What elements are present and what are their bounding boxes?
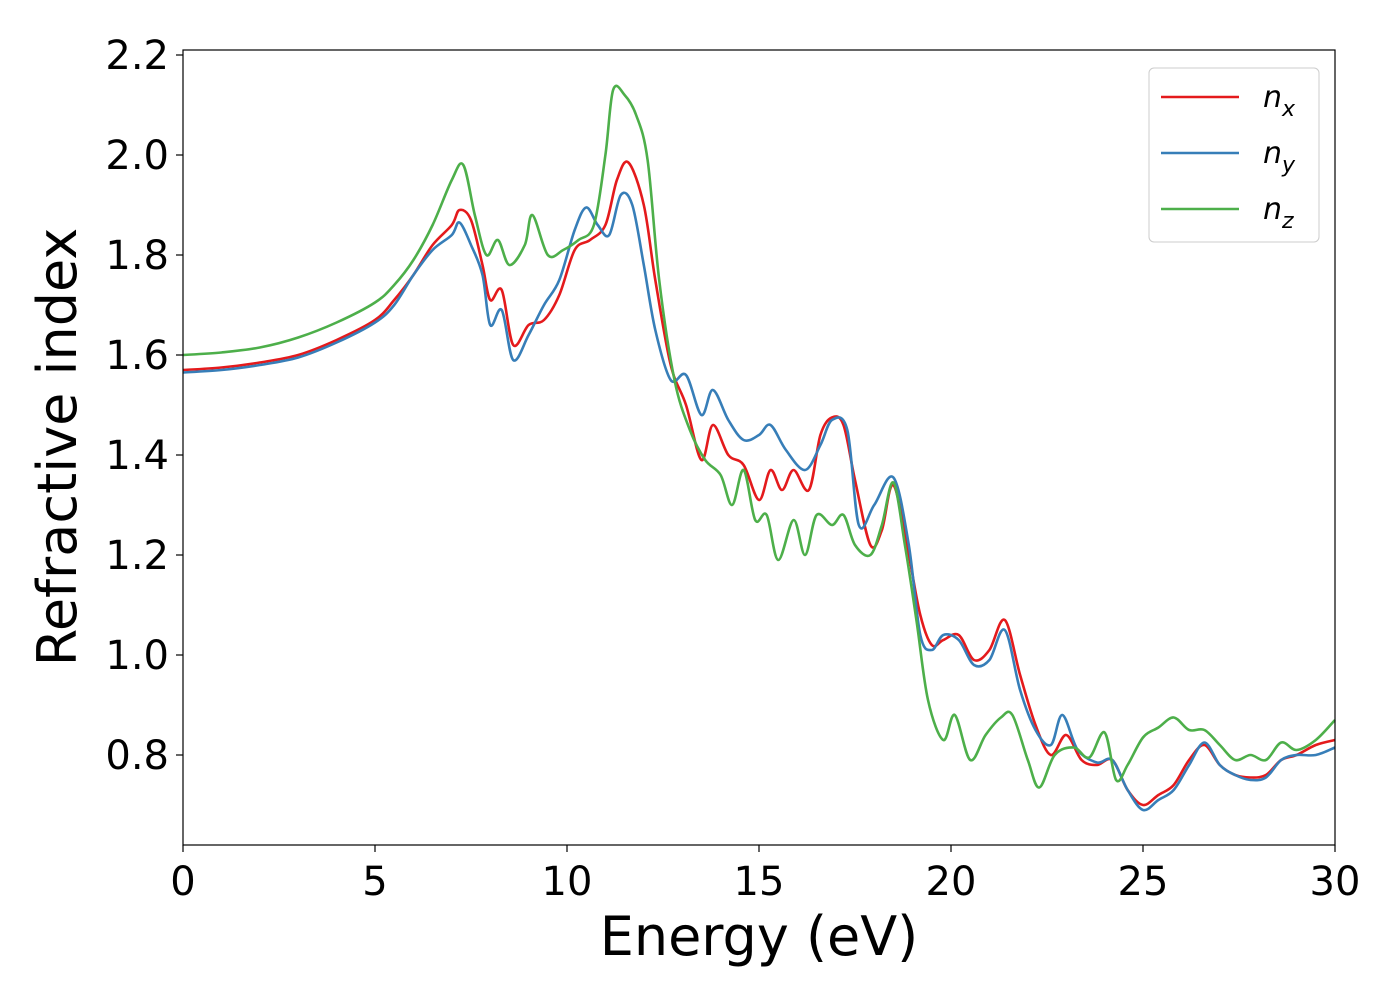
x-tick-label: 30	[1310, 859, 1361, 905]
y-tick-label: 1.0	[105, 633, 169, 679]
y-tick-label: 0.8	[105, 733, 169, 779]
y-tick-label: 1.2	[105, 533, 169, 579]
y-axis-ticks: 0.8 1.0 1.2 1.4 1.6 1.8 2.0 2.2	[105, 33, 183, 779]
x-axis-ticks: 0 5 10 15 20 25 30	[170, 845, 1360, 905]
y-tick-label: 1.4	[105, 433, 169, 479]
plot-background	[183, 50, 1335, 845]
x-axis-label: Energy (eV)	[600, 905, 919, 968]
y-tick-label: 1.6	[105, 333, 169, 379]
x-tick-label: 25	[1118, 859, 1169, 905]
x-tick-label: 15	[734, 859, 785, 905]
legend-box	[1148, 67, 1320, 243]
y-tick-label: 2.0	[105, 133, 169, 179]
y-tick-label: 1.8	[105, 233, 169, 279]
x-tick-label: 20	[926, 859, 977, 905]
y-axis-label: Refractive index	[26, 228, 89, 667]
series-lines	[182, 84, 1336, 812]
series-line-nx	[182, 160, 1336, 807]
x-tick-label: 10	[542, 859, 593, 905]
x-tick-label: 0	[170, 859, 195, 905]
y-tick-label: 2.2	[105, 33, 169, 79]
series-line-nz	[182, 84, 1336, 789]
series-line-ny	[182, 191, 1336, 812]
x-tick-label: 5	[362, 859, 387, 905]
